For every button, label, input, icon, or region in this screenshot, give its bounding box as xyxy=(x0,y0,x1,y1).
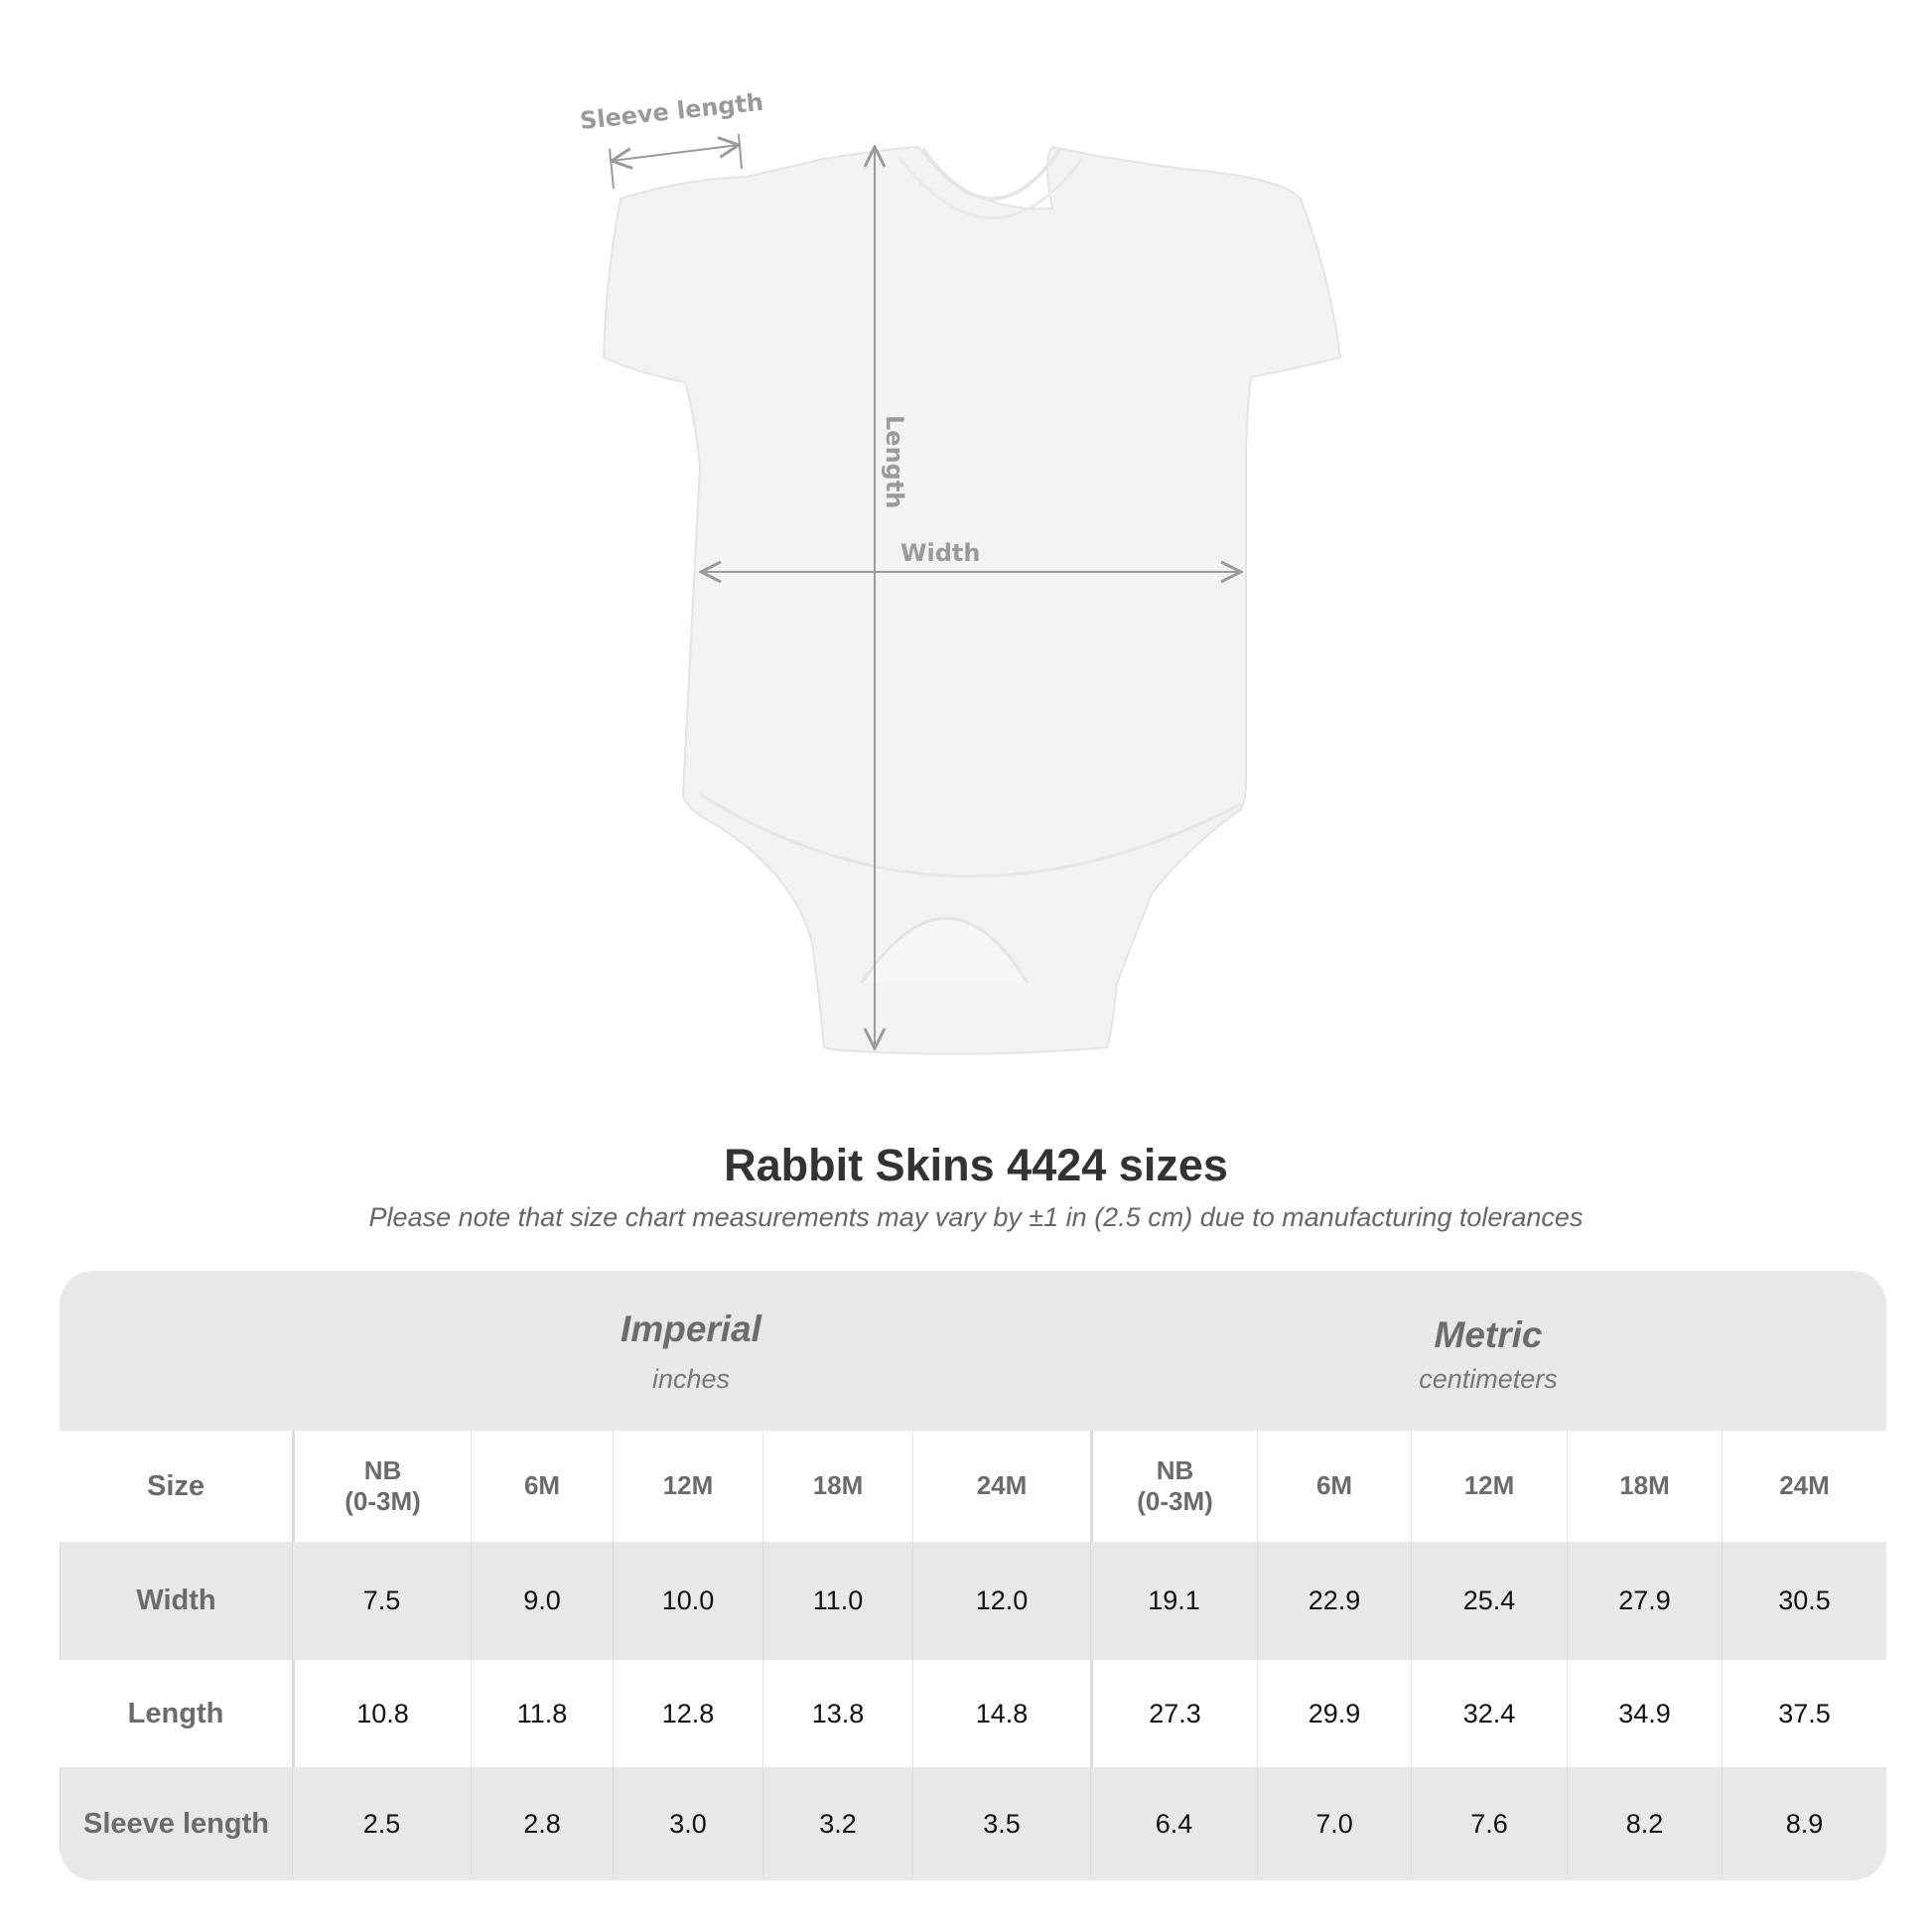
row-label: Width xyxy=(60,1542,292,1660)
bodysuit-diagram: Sleeve length Length Width xyxy=(579,88,1342,1055)
size-table: Imperial inches Metric centimeters Size N… xyxy=(60,1271,1886,1880)
metric-unit: centimeters xyxy=(1419,1364,1558,1394)
imperial-unit: inches xyxy=(651,1364,731,1394)
sleeve-length-tick-end xyxy=(738,133,743,170)
imperial-value: 7.5 xyxy=(292,1542,471,1660)
metric-value: 29.9 xyxy=(1257,1660,1411,1767)
page-title: Rabbit Skins 4424 sizes xyxy=(724,1140,1228,1190)
imperial-value: 12.8 xyxy=(613,1660,762,1767)
neckline-band xyxy=(897,156,1084,219)
metric-title: Metric xyxy=(1434,1314,1543,1355)
metric-value: 8.2 xyxy=(1567,1767,1722,1880)
metric-value: 19.1 xyxy=(1090,1542,1257,1660)
table-row: Width 7.5 9.0 10.0 11.0 12.0 19.1 22.9 25.4 27.9 3… xyxy=(60,1542,1886,1660)
sleeve-length-label: Sleeve length xyxy=(579,88,765,135)
metric-value: 8.9 xyxy=(1722,1767,1886,1880)
metric-size-header: NB (0-3M) xyxy=(1090,1431,1257,1542)
size-header-row: Size NB (0-3M) 6M 12M 18M 24M NB (0-3M) 6M 12M 18… xyxy=(60,1431,1886,1542)
imperial-value: 11.0 xyxy=(762,1542,912,1660)
metric-value: 32.4 xyxy=(1411,1660,1567,1767)
imperial-value: 3.5 xyxy=(912,1767,1090,1880)
metric-size-header: 12M xyxy=(1411,1431,1567,1542)
imperial-value: 13.8 xyxy=(762,1660,912,1767)
bodysuit-shape xyxy=(602,145,1342,1055)
imperial-value: 9.0 xyxy=(471,1542,613,1660)
imperial-value: 2.5 xyxy=(292,1767,471,1880)
metric-size-header: 24M xyxy=(1722,1431,1886,1542)
tolerance-note: Please note that size chart measurements… xyxy=(368,1202,1584,1232)
imperial-value: 10.0 xyxy=(613,1542,762,1660)
table-row: Sleeve length 2.5 2.8 3.0 3.2 3.5 6.4 7.0 7.6 8.2… xyxy=(60,1767,1886,1880)
table-row: Length 10.8 11.8 12.8 13.8 14.8 27.3 29.9 32.4 34… xyxy=(60,1660,1886,1767)
sleeve-length-tick-start xyxy=(609,148,615,190)
metric-value: 22.9 xyxy=(1257,1542,1411,1660)
size-row-label: Size xyxy=(146,1469,206,1502)
imperial-size-header: 12M xyxy=(613,1431,762,1542)
width-label: Width xyxy=(900,539,980,567)
imperial-value: 11.8 xyxy=(471,1660,613,1767)
metric-value: 25.4 xyxy=(1411,1542,1567,1660)
imperial-value: 10.8 xyxy=(292,1660,471,1767)
leg-hem xyxy=(699,792,1242,879)
imperial-value: 12.0 xyxy=(912,1542,1090,1660)
metric-header: Metric centimeters xyxy=(1090,1271,1886,1431)
imperial-size-header: 18M xyxy=(762,1431,912,1542)
metric-value: 34.9 xyxy=(1567,1660,1722,1767)
imperial-size-header: NB (0-3M) xyxy=(292,1431,471,1542)
imperial-title: Imperial xyxy=(621,1309,761,1349)
metric-value: 7.6 xyxy=(1411,1767,1567,1880)
imperial-size-header: 24M xyxy=(912,1431,1090,1542)
metric-value: 27.3 xyxy=(1090,1660,1257,1767)
imperial-size-header: 6M xyxy=(471,1431,613,1542)
metric-value: 6.4 xyxy=(1090,1767,1257,1880)
metric-size-header: 6M xyxy=(1257,1431,1411,1542)
sleeve-length-arrow xyxy=(612,145,739,161)
metric-size-header: 18M xyxy=(1567,1431,1722,1542)
length-label: Length xyxy=(881,415,908,508)
imperial-value: 2.8 xyxy=(471,1767,613,1880)
metric-value: 27.9 xyxy=(1567,1542,1722,1660)
metric-value: 7.0 xyxy=(1257,1767,1411,1880)
imperial-value: 3.2 xyxy=(762,1767,912,1880)
neckline-seam xyxy=(921,147,1062,201)
metric-value: 37.5 xyxy=(1722,1660,1886,1767)
imperial-value: 14.8 xyxy=(912,1660,1090,1767)
row-label: Length xyxy=(127,1697,224,1729)
imperial-header: Imperial inches xyxy=(292,1271,1090,1431)
row-label: Sleeve length xyxy=(60,1767,292,1880)
metric-value: 30.5 xyxy=(1722,1542,1886,1660)
imperial-value: 3.0 xyxy=(613,1767,762,1880)
